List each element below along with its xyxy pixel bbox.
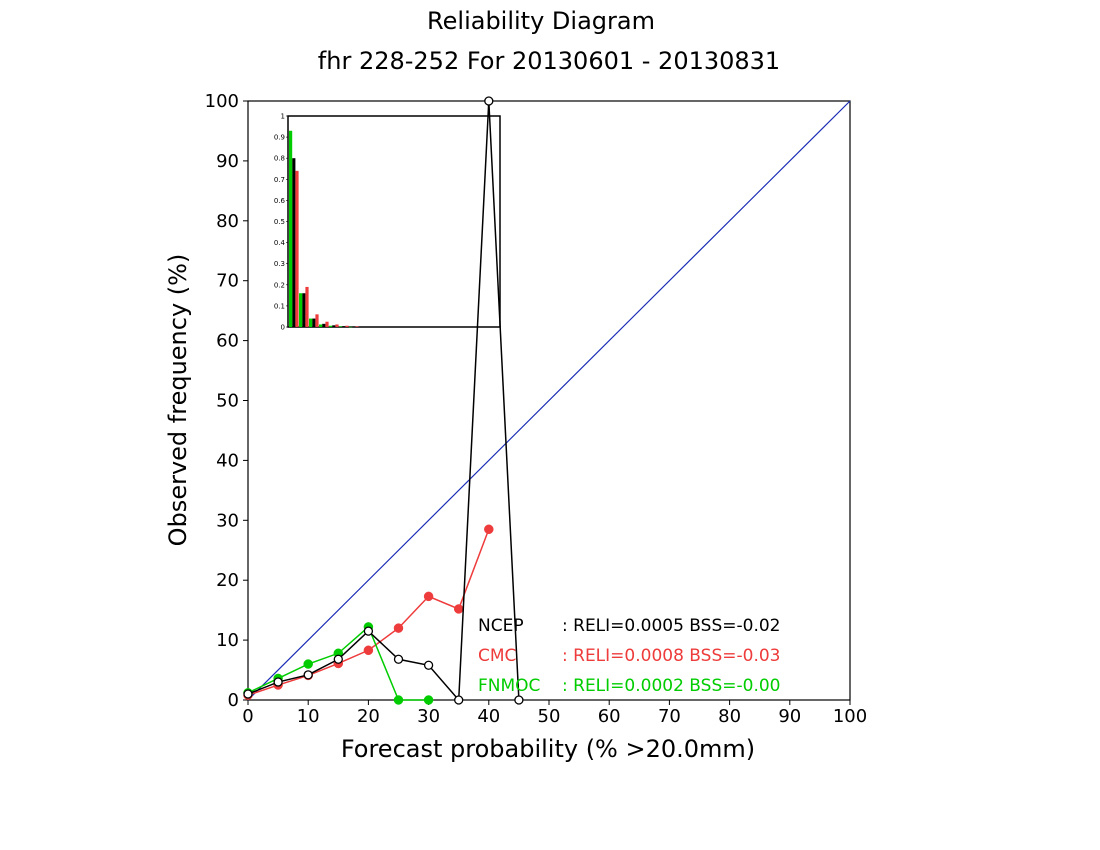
inset-tick-label: 0.2	[274, 281, 285, 289]
series-point-cmc	[393, 623, 404, 633]
x-tick-label: 80	[718, 706, 741, 727]
series-point-ncep	[423, 660, 434, 670]
series-point-cmc	[423, 591, 434, 602]
series-point-ncep	[454, 695, 464, 705]
chart-subtitle: fhr 228-252 For 20130601 - 20130831	[318, 47, 780, 75]
inset-bar-fnmoc	[319, 324, 323, 327]
series-point-cmc	[484, 524, 494, 535]
series-point-ncep	[514, 695, 524, 705]
x-tick-label: 10	[297, 706, 320, 727]
x-tick-label: 70	[658, 706, 681, 727]
series-point-ncep	[393, 654, 404, 664]
inset-bar-fnmoc	[289, 130, 293, 327]
x-tick-label: 30	[417, 706, 440, 727]
inset-bar-cmc	[325, 321, 329, 327]
inset-bar-fnmoc	[339, 326, 343, 327]
inset-frame	[287, 115, 501, 328]
series-point-fnmoc	[423, 695, 434, 705]
inset-tick-label: 0.7	[274, 176, 285, 184]
inset-tick-label: 0.8	[274, 155, 285, 163]
x-axis-label: Forecast probability (% >20.0mm)	[341, 735, 755, 763]
inset-bar-ncep	[312, 318, 316, 327]
series-point-cmc	[363, 645, 374, 656]
legend-stats-fnmoc: : RELI=0.0002 BSS=-0.00	[562, 676, 780, 696]
inset-tick-label: 0.5	[274, 218, 285, 226]
inset-bar-cmc	[335, 324, 339, 327]
series-line-ncep	[247, 100, 520, 702]
inset-tick-label: 0.4	[274, 239, 286, 247]
inset-tick-label: 0.9	[274, 134, 285, 142]
y-tick-label: 20	[216, 570, 239, 591]
y-tick-label: 50	[216, 391, 239, 412]
series-point-ncep	[273, 677, 283, 687]
y-tick-label: 30	[216, 510, 239, 531]
x-tick-label: 100	[833, 706, 867, 727]
legend-stats-cmc: : RELI=0.0008 BSS=-0.03	[562, 646, 780, 666]
perfect-reliability-line	[247, 100, 851, 701]
inset-tick-label: 0	[281, 324, 285, 332]
y-tick-label: 40	[216, 450, 239, 471]
legend-stats-ncep: : RELI=0.0005 BSS=-0.02	[562, 616, 780, 636]
legend-name-cmc: CMC	[478, 646, 516, 666]
inset-bar-cmc	[315, 314, 319, 327]
inset-bar-cmc	[355, 326, 359, 327]
inset-bar-ncep	[332, 325, 336, 327]
x-tick-label: 90	[778, 706, 801, 727]
x-tick-label: 50	[538, 706, 561, 727]
inset-bar-fnmoc	[309, 318, 313, 327]
inset-bar-ncep	[302, 293, 306, 327]
inset-bar-cmc	[305, 286, 309, 327]
series-point-fnmoc	[393, 695, 404, 705]
y-tick-label: 90	[216, 151, 239, 172]
inset-bar-ncep	[322, 323, 326, 327]
series-point-ncep	[303, 670, 313, 680]
y-tick-label: 100	[205, 91, 239, 112]
inset-bar-ncep	[352, 326, 356, 328]
chart-title: Reliability Diagram	[427, 7, 655, 35]
inset-bar-fnmoc	[349, 326, 353, 328]
inset-bar-fnmoc	[299, 293, 303, 327]
series-line-cmc	[247, 529, 490, 696]
inset-tick-label: 0.6	[274, 197, 286, 205]
series-point-ncep	[243, 689, 253, 699]
x-tick-label: 40	[477, 706, 500, 727]
inset-tick-label: 0.3	[274, 260, 285, 268]
y-tick-label: 0	[228, 690, 239, 711]
inset-bar-cmc	[345, 325, 349, 327]
x-tick-label: 20	[357, 706, 380, 727]
inset-tick-label: 0.1	[274, 302, 285, 310]
series-point-ncep	[333, 654, 343, 664]
y-tick-label: 80	[216, 211, 239, 232]
legend-name-ncep: NCEP	[478, 616, 524, 636]
series-point-ncep	[363, 626, 374, 636]
y-axis-label: Observed frequency (%)	[164, 254, 192, 547]
plot-area: 0 10 20 30 40 50 60 70 80 90 100010203040506070809…	[205, 91, 868, 727]
inset-tick-label: 1	[281, 113, 285, 121]
series-point-ncep	[484, 96, 494, 106]
series-point-cmc	[453, 604, 464, 614]
inset-bar-fnmoc	[329, 325, 333, 327]
x-tick-label: 0	[242, 706, 253, 727]
y-tick-label: 60	[216, 331, 239, 352]
inset-bar-cmc	[295, 170, 299, 327]
inset-bar-ncep	[292, 158, 296, 327]
y-tick-label: 10	[216, 630, 239, 651]
y-tick-label: 70	[216, 271, 239, 292]
x-tick-label: 60	[598, 706, 621, 727]
inset-bar-ncep	[342, 326, 346, 327]
legend-name-fnmoc: FNMOC	[478, 676, 540, 696]
series-point-fnmoc	[303, 659, 313, 669]
